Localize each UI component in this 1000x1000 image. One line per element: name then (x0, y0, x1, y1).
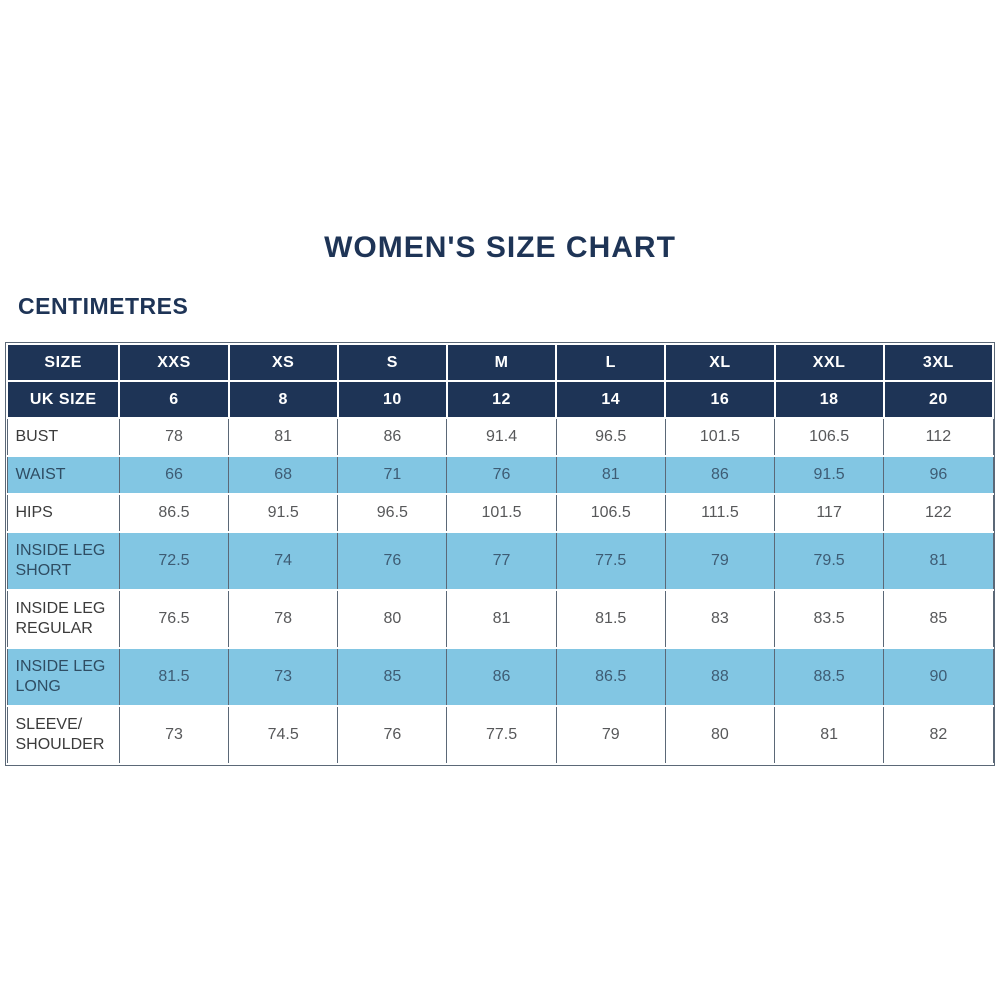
uk-size-cell: 18 (773, 380, 885, 419)
value-cell: 73 (118, 705, 230, 765)
value-cell: 66 (118, 455, 230, 495)
value-cell: 76 (337, 705, 448, 765)
value-cell: 77.5 (555, 531, 666, 591)
value-cell: 86.5 (118, 493, 230, 533)
value-cell: 83.5 (774, 589, 885, 649)
value-cell: 86 (446, 647, 557, 707)
value-cell: 76.5 (118, 589, 230, 649)
size-header-cell: S (336, 343, 448, 382)
value-cell: 85 (883, 589, 994, 649)
value-cell: 73 (228, 647, 339, 707)
value-cell: 88 (664, 647, 776, 707)
size-header-cell: XXL (773, 343, 885, 382)
row-label-cell: INSIDE LEG REGULAR (6, 589, 120, 649)
table-row-waist: WAIST 66 68 71 76 81 86 91.5 96 (6, 455, 994, 495)
value-cell: 85 (337, 647, 448, 707)
size-chart-table: SIZE XXS XS S M L XL XXL 3XL UK SIZE 6 8… (5, 343, 995, 765)
uk-size-cell: UK SIZE (5, 380, 121, 419)
value-cell: 81.5 (555, 589, 666, 649)
table-row-inside-leg-regular: INSIDE LEG REGULAR 76.5 78 80 81 81.5 83… (6, 589, 994, 649)
value-cell: 86 (664, 455, 776, 495)
value-cell: 79 (555, 705, 666, 765)
value-cell: 101.5 (664, 417, 776, 457)
row-label-cell: SLEEVE/ SHOULDER (6, 705, 120, 765)
uk-size-cell: 14 (555, 380, 667, 419)
value-cell: 106.5 (774, 417, 885, 457)
value-cell: 96 (883, 455, 994, 495)
value-cell: 83 (664, 589, 776, 649)
value-cell: 77.5 (446, 705, 557, 765)
value-cell: 81 (555, 455, 666, 495)
value-cell: 74 (228, 531, 339, 591)
table-row-sleeve-shoulder: SLEEVE/ SHOULDER 73 74.5 76 77.5 79 80 8… (6, 705, 994, 765)
table-row-inside-leg-short: INSIDE LEG SHORT 72.5 74 76 77 77.5 79 7… (6, 531, 994, 591)
size-header-cell: XL (664, 343, 776, 382)
size-header-cell: M (445, 343, 558, 382)
value-cell: 79 (664, 531, 776, 591)
value-cell: 68 (228, 455, 339, 495)
value-cell: 91.4 (446, 417, 557, 457)
value-cell: 122 (883, 493, 994, 533)
table-row-inside-leg-long: INSIDE LEG LONG 81.5 73 85 86 86.5 88 88… (6, 647, 994, 707)
value-cell: 77 (446, 531, 557, 591)
value-cell: 81 (883, 531, 994, 591)
value-cell: 81 (228, 417, 339, 457)
value-cell: 82 (883, 705, 994, 765)
size-header-cell: L (555, 343, 667, 382)
size-header-cell: SIZE (5, 343, 121, 382)
value-cell: 91.5 (774, 455, 885, 495)
row-label-cell: INSIDE LEG SHORT (6, 531, 120, 591)
value-cell: 80 (337, 589, 448, 649)
uk-size-cell: 8 (227, 380, 339, 419)
value-cell: 96.5 (555, 417, 666, 457)
value-cell: 112 (883, 417, 994, 457)
uk-size-cell: 20 (882, 380, 995, 419)
row-label-cell: WAIST (6, 455, 120, 495)
value-cell: 81 (446, 589, 557, 649)
value-cell: 71 (337, 455, 448, 495)
value-cell: 76 (337, 531, 448, 591)
row-label-cell: INSIDE LEG LONG (6, 647, 120, 707)
row-label-cell: HIPS (6, 493, 120, 533)
value-cell: 80 (664, 705, 776, 765)
value-cell: 88.5 (774, 647, 885, 707)
unit-label: CENTIMETRES (18, 293, 189, 319)
uk-size-cell: 6 (118, 380, 230, 419)
value-cell: 111.5 (664, 493, 776, 533)
value-cell: 96.5 (337, 493, 448, 533)
table-row-hips: HIPS 86.5 91.5 96.5 101.5 106.5 111.5 11… (6, 493, 994, 533)
uk-size-cell: 12 (445, 380, 558, 419)
size-chart-table-frame: SIZE XXS XS S M L XL XXL 3XL UK SIZE 6 8… (5, 342, 995, 766)
value-cell: 86 (337, 417, 448, 457)
value-cell: 79.5 (774, 531, 885, 591)
value-cell: 78 (118, 417, 230, 457)
value-cell: 78 (228, 589, 339, 649)
value-cell: 91.5 (228, 493, 339, 533)
value-cell: 90 (883, 647, 994, 707)
page-title: WOMEN'S SIZE CHART (324, 231, 676, 264)
value-cell: 74.5 (228, 705, 339, 765)
value-cell: 101.5 (446, 493, 557, 533)
value-cell: 81 (774, 705, 885, 765)
value-cell: 76 (446, 455, 557, 495)
table-row-bust: BUST 78 81 86 91.4 96.5 101.5 106.5 112 (6, 417, 994, 457)
value-cell: 86.5 (555, 647, 666, 707)
value-cell: 117 (774, 493, 885, 533)
uk-size-cell: 16 (664, 380, 776, 419)
size-header-cell: XS (227, 343, 339, 382)
value-cell: 106.5 (555, 493, 666, 533)
uk-size-cell: 10 (336, 380, 448, 419)
uk-size-row: UK SIZE 6 8 10 12 14 16 18 20 (5, 380, 995, 419)
value-cell: 72.5 (118, 531, 230, 591)
row-label-cell: BUST (6, 417, 120, 457)
value-cell: 81.5 (118, 647, 230, 707)
size-header-cell: XXS (118, 343, 230, 382)
size-header-cell: 3XL (882, 343, 995, 382)
size-header-row: SIZE XXS XS S M L XL XXL 3XL (5, 343, 995, 382)
